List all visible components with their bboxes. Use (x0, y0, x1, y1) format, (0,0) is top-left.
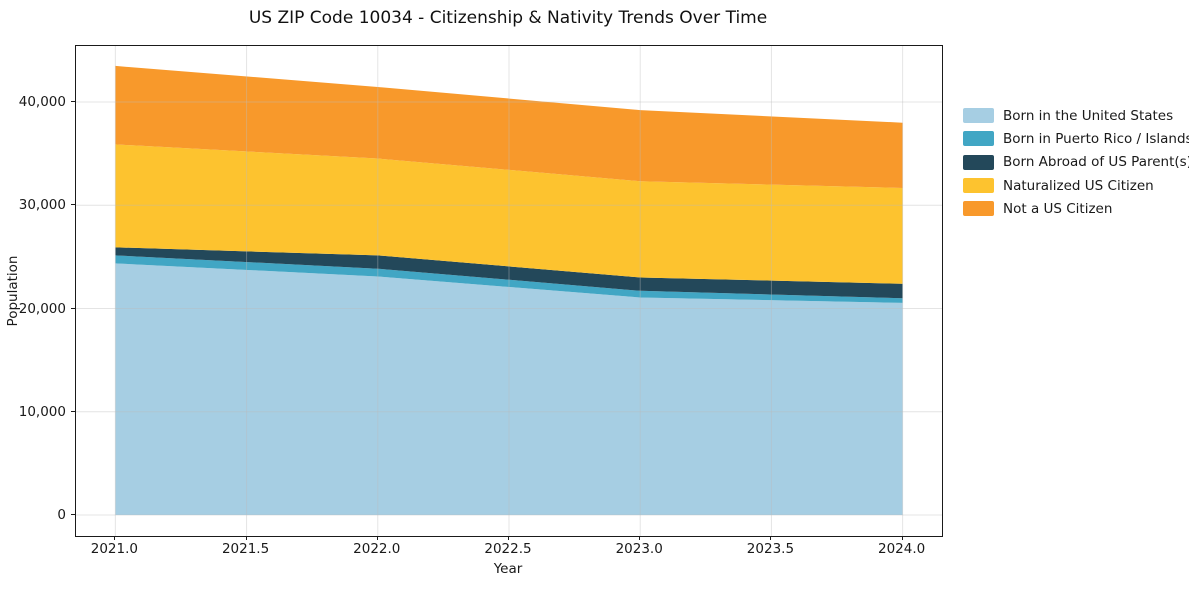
y-tick-mark (71, 410, 75, 412)
x-tick-mark (901, 536, 903, 540)
x-tick-label: 2021.0 (90, 541, 138, 557)
x-tick-mark (770, 536, 772, 540)
legend-swatch-icon (963, 131, 994, 147)
y-tick-label: 30,000 (18, 197, 66, 214)
x-tick-mark (508, 536, 509, 540)
legend-label: Born Abroad of US Parent(s) (1003, 154, 1189, 171)
area-series-4 (115, 65, 903, 188)
y-tick-mark (71, 204, 75, 206)
x-tick-label: 2022.5 (484, 541, 532, 557)
x-tick-label: 2022.0 (353, 541, 401, 557)
y-tick-mark (71, 307, 75, 309)
legend-swatch-icon (963, 178, 994, 194)
legend-label: Not a US Citizen (1003, 200, 1113, 217)
x-tick-label: 2024.0 (878, 541, 926, 557)
legend-swatch-icon (963, 108, 994, 124)
y-tick-mark (71, 514, 75, 516)
y-tick-label: 0 (57, 507, 66, 524)
y-axis-label: Population (5, 255, 21, 327)
legend-swatch-icon (963, 154, 994, 170)
legend-item-0: Born in the United States (963, 104, 1189, 127)
legend-label: Naturalized US Citizen (1003, 177, 1154, 194)
legend-item-2: Born Abroad of US Parent(s) (963, 151, 1189, 174)
legend-label: Born in Puerto Rico / Islands (1003, 130, 1189, 147)
legend-label: Born in the United States (1003, 107, 1174, 124)
legend-item-1: Born in Puerto Rico / Islands (963, 127, 1189, 150)
x-tick-mark (245, 536, 247, 540)
legend-swatch-icon (963, 201, 994, 217)
stacked-area-svg (76, 46, 942, 536)
area-series-2 (115, 247, 903, 299)
chart-title: US ZIP Code 10034 - Citizenship & Nativi… (248, 8, 768, 28)
x-tick-mark (114, 536, 116, 540)
x-tick-label: 2023.5 (746, 541, 795, 557)
legend-item-3: Naturalized US Citizen (963, 174, 1189, 197)
legend-item-4: Not a US Citizen (963, 197, 1189, 220)
y-tick-label: 40,000 (18, 94, 66, 111)
x-tick-mark (639, 536, 641, 540)
x-tick-mark (376, 536, 378, 540)
y-tick-label: 20,000 (18, 300, 66, 317)
y-tick-mark (71, 101, 75, 103)
area-series-0 (115, 263, 903, 516)
area-series-3 (115, 144, 903, 284)
plot-area (75, 45, 943, 537)
legend: Born in the United States Born in Puerto … (963, 104, 1189, 220)
area-series-1 (115, 255, 903, 303)
x-tick-label: 2023.0 (615, 541, 663, 557)
x-axis-label: Year (493, 561, 523, 577)
y-tick-label: 10,000 (18, 403, 66, 420)
x-tick-label: 2021.5 (221, 541, 270, 557)
